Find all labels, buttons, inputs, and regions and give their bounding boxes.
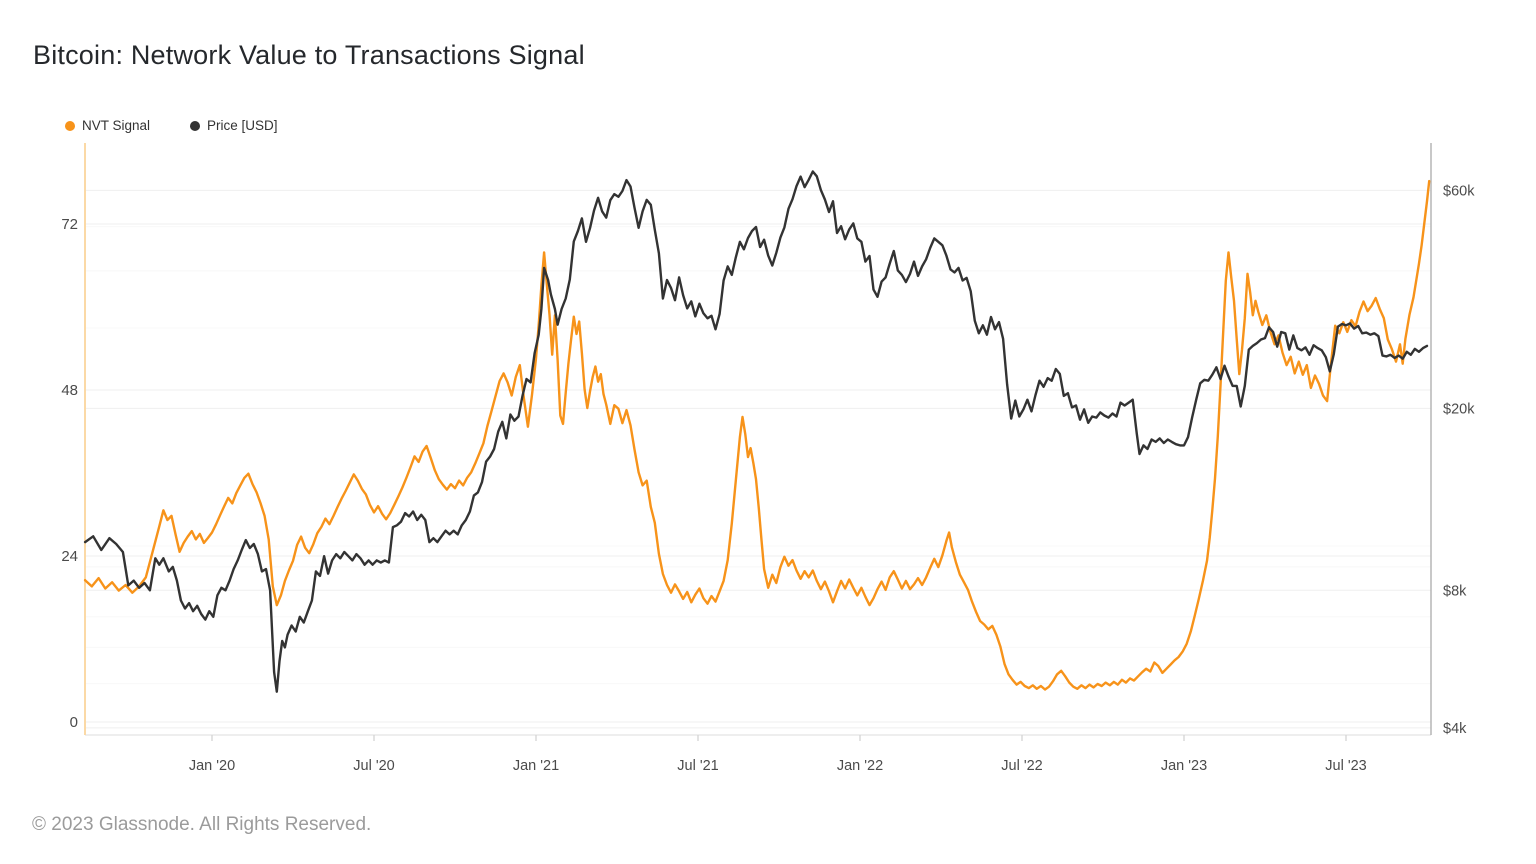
legend-item-price-usd[interactable]: Price [USD] bbox=[190, 118, 278, 133]
x-tick-label: Jan '20 bbox=[189, 758, 235, 774]
page-title: Bitcoin: Network Value to Transactions S… bbox=[33, 40, 585, 70]
legend-item-nvt-signal[interactable]: NVT Signal bbox=[65, 118, 150, 133]
y-right-tick-label: $60k bbox=[1443, 183, 1475, 199]
y-right-tick-label: $8k bbox=[1443, 583, 1467, 599]
y-right-tick-label: $4k bbox=[1443, 721, 1467, 737]
x-tick-label: Jan '22 bbox=[837, 758, 883, 774]
nvt-series-label: NVT Signal bbox=[82, 118, 151, 133]
x-tick-label: Jul '22 bbox=[1001, 758, 1042, 774]
x-tick-label: Jan '21 bbox=[513, 758, 559, 774]
y-left-tick-label: 0 bbox=[70, 714, 78, 731]
y-right-tick-label: $20k bbox=[1443, 401, 1475, 417]
x-tick-label: Jul '20 bbox=[353, 758, 394, 774]
x-tick-label: Jul '23 bbox=[1325, 758, 1366, 774]
price-series-dot-icon bbox=[190, 120, 201, 131]
legend: NVT Signal Price [USD] bbox=[65, 118, 278, 133]
nvt-signal-line bbox=[83, 179, 1431, 691]
nvt-series-dot-icon bbox=[65, 120, 75, 131]
y-left-tick-label: 48 bbox=[61, 382, 78, 399]
x-tick-label: Jan '23 bbox=[1161, 758, 1207, 774]
copyright-footer: © 2023 Glassnode. All Rights Reserved. bbox=[32, 814, 372, 835]
y-left-tick-label: 24 bbox=[61, 548, 78, 565]
x-tick-label: Jul '21 bbox=[677, 758, 718, 774]
y-left-tick-label: 72 bbox=[61, 216, 78, 233]
price-series-label: Price [USD] bbox=[207, 118, 278, 133]
price-usd-line bbox=[83, 170, 1429, 693]
